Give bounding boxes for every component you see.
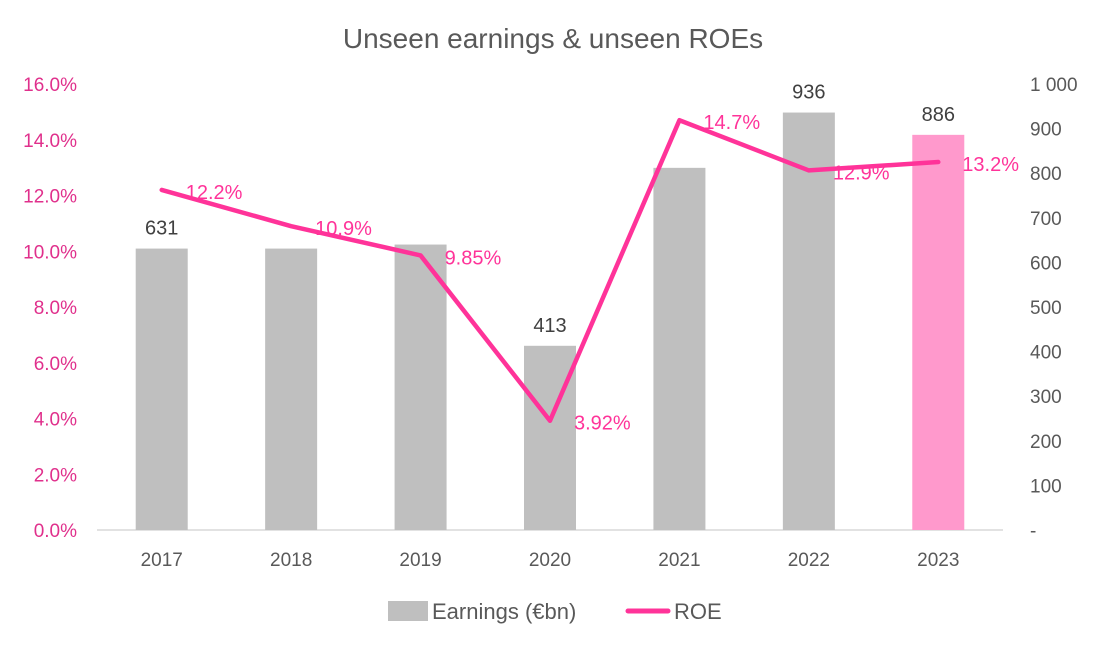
x-axis-tick-label: 2021 [658,550,700,571]
roe-data-label: 3.92% [574,413,631,435]
right-axis-tick-label: 1 000 [1030,75,1078,96]
right-axis-tick-label: 600 [1030,253,1062,274]
left-axis-tick-label: 2.0% [34,465,77,486]
left-axis-tick-label: 4.0% [34,410,77,431]
earnings-bar [394,244,447,530]
right-axis-tick-label: 500 [1030,298,1062,319]
earnings-bar [653,167,706,530]
left-axis-tick-label: 10.0% [23,242,77,263]
x-axis-tick-label: 2020 [529,550,571,571]
right-axis-tick-label: 300 [1030,387,1062,408]
earnings-bar [912,134,965,530]
earnings-bar [782,112,835,530]
roe-data-labels: 12.2% 10.9% 9.85% 3.92% 14.7% 12.9% 13.2% [186,112,1019,434]
right-y-axis: - 100 200 300 400 500 600 700 800 900 1 000 [1030,75,1078,542]
x-axis-tick-label: 2023 [917,550,959,571]
right-axis-tick-label: 800 [1030,164,1062,185]
legend-label-earnings: Earnings (€bn) [432,599,576,624]
left-axis-tick-label: 12.0% [23,187,77,208]
legend-swatch-earnings [388,601,428,621]
left-axis-tick-label: 16.0% [23,75,77,96]
x-axis-tick-label: 2018 [270,550,312,571]
right-axis-tick-label: 900 [1030,120,1062,141]
x-axis-tick-label: 2019 [399,550,441,571]
earnings-data-labels: 631 413 936 886 [145,82,955,337]
roe-line-series [159,117,941,423]
left-axis-tick-label: 8.0% [34,298,77,319]
earnings-bars [135,112,965,530]
legend-label-roe: ROE [674,599,722,624]
roe-data-label: 14.7% [703,112,760,134]
roe-data-label: 12.2% [186,182,243,204]
roe-data-label: 12.9% [833,162,890,184]
roe-data-label: 10.9% [315,218,372,240]
chart-title: Unseen earnings & unseen ROEs [343,23,763,54]
roe-data-label: 9.85% [445,247,502,269]
left-axis-tick-label: 14.0% [23,131,77,152]
right-axis-tick-label: - [1030,521,1036,542]
earnings-bar [135,248,188,530]
roe-data-label: 13.2% [962,154,1019,176]
earnings-data-label: 936 [792,82,825,104]
x-axis: 2017 2018 2019 2020 2021 2022 2023 [97,529,1003,571]
legend: Earnings (€bn) ROE [388,599,722,624]
earnings-bar [265,248,318,530]
x-axis-tick-label: 2017 [141,550,183,571]
left-axis-tick-label: 0.0% [34,521,77,542]
earnings-data-label: 413 [533,315,566,337]
left-y-axis: 0.0% 2.0% 4.0% 6.0% 8.0% 10.0% 12.0% 14.0% 16.0% [23,75,77,542]
roe-line [159,117,941,423]
right-axis-tick-label: 100 [1030,476,1062,497]
right-axis-tick-label: 700 [1030,209,1062,230]
earnings-data-label: 631 [145,218,178,240]
earnings-data-label: 886 [922,104,955,126]
left-axis-tick-label: 6.0% [34,354,77,375]
right-axis-tick-label: 200 [1030,432,1062,453]
right-axis-tick-label: 400 [1030,343,1062,364]
x-axis-tick-label: 2022 [788,550,830,571]
